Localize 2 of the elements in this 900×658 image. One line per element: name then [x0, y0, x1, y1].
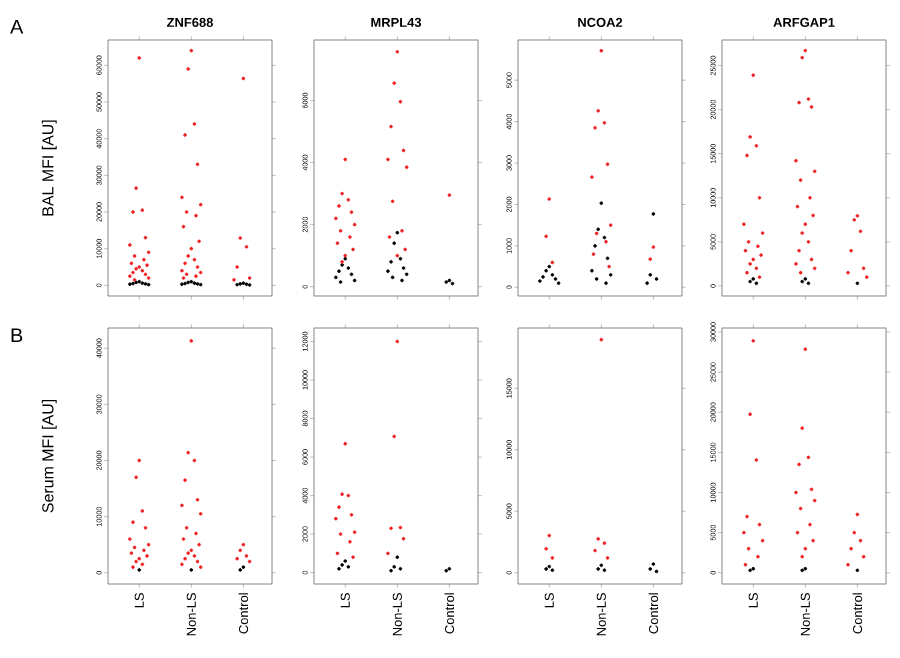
text: B	[11, 328, 23, 343]
text: A	[10, 19, 24, 34]
